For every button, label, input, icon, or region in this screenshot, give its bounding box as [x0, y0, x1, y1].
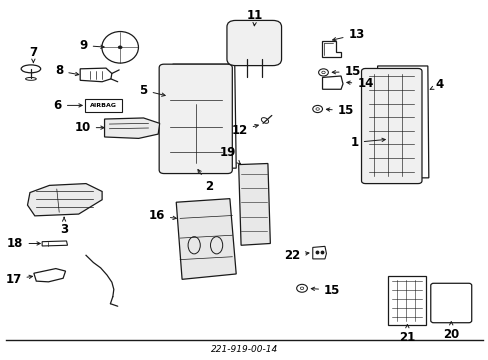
- Text: 7: 7: [29, 46, 38, 63]
- Text: 17: 17: [5, 273, 32, 286]
- Text: 2: 2: [198, 170, 213, 193]
- Text: 22: 22: [284, 249, 308, 262]
- Text: 8: 8: [55, 64, 79, 77]
- Text: 11: 11: [246, 9, 263, 26]
- Text: 13: 13: [332, 28, 364, 41]
- Text: 9: 9: [80, 39, 104, 52]
- Text: 221-919-00-14: 221-919-00-14: [210, 345, 278, 354]
- FancyBboxPatch shape: [159, 64, 232, 174]
- Text: 16: 16: [148, 209, 176, 222]
- Text: 19: 19: [219, 146, 240, 164]
- Polygon shape: [27, 184, 102, 216]
- Text: 20: 20: [442, 322, 458, 341]
- Text: 18: 18: [7, 237, 40, 250]
- Polygon shape: [176, 199, 236, 279]
- Text: 6: 6: [54, 99, 82, 112]
- Text: 1: 1: [350, 136, 385, 149]
- Polygon shape: [104, 118, 159, 138]
- Text: AIRBAG: AIRBAG: [90, 103, 117, 108]
- Polygon shape: [238, 163, 270, 245]
- Text: 3: 3: [60, 217, 68, 236]
- Text: 4: 4: [429, 78, 443, 91]
- Text: 15: 15: [331, 65, 360, 78]
- Text: 15: 15: [325, 104, 353, 117]
- FancyBboxPatch shape: [226, 21, 281, 66]
- Text: 5: 5: [139, 84, 165, 97]
- Text: 15: 15: [311, 284, 340, 297]
- FancyBboxPatch shape: [361, 68, 421, 184]
- Ellipse shape: [118, 46, 122, 49]
- Text: 12: 12: [231, 124, 258, 137]
- Text: 10: 10: [74, 121, 104, 134]
- Text: 14: 14: [346, 77, 373, 90]
- Text: 21: 21: [398, 324, 415, 344]
